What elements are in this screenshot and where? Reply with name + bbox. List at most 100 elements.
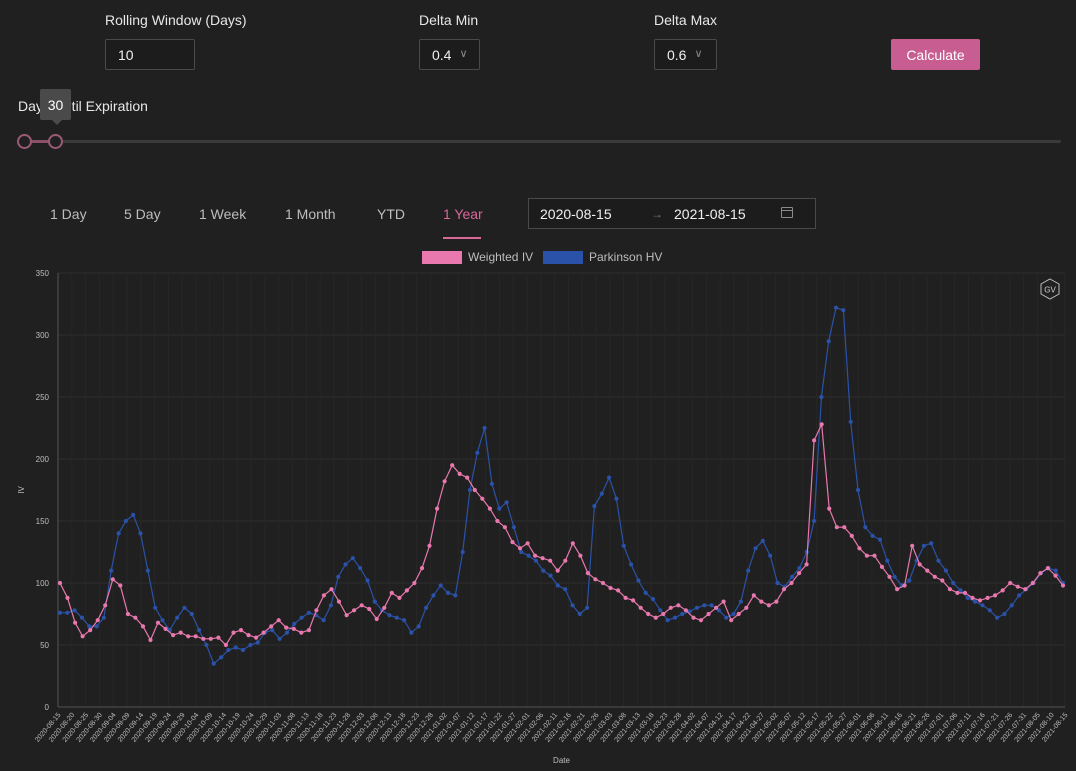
data-point-weighted-iv bbox=[910, 543, 915, 548]
data-point-parkinson-hv bbox=[636, 578, 641, 583]
tab-1-week[interactable]: 1 Week bbox=[199, 206, 247, 222]
data-point-weighted-iv bbox=[804, 562, 809, 567]
data-point-parkinson-hv bbox=[760, 538, 765, 543]
tab-1-month[interactable]: 1 Month bbox=[285, 206, 336, 222]
rolling-window-input[interactable]: 10 bbox=[105, 39, 195, 70]
data-point-weighted-iv bbox=[585, 571, 591, 576]
series-line-weighted-iv bbox=[59, 422, 1064, 646]
data-point-parkinson-hv bbox=[1009, 603, 1014, 608]
data-point-parkinson-hv bbox=[790, 574, 795, 579]
data-point-weighted-iv bbox=[284, 625, 289, 630]
data-point-weighted-iv bbox=[148, 637, 153, 643]
data-point-parkinson-hv bbox=[819, 394, 824, 400]
data-point-parkinson-hv bbox=[57, 610, 63, 615]
data-point-parkinson-hv bbox=[123, 518, 128, 524]
data-point-parkinson-hv bbox=[973, 599, 978, 604]
data-point-weighted-iv bbox=[359, 603, 364, 608]
data-point-weighted-iv bbox=[269, 624, 274, 629]
data-point-parkinson-hv bbox=[299, 615, 304, 620]
data-point-parkinson-hv bbox=[358, 566, 363, 571]
data-point-weighted-iv bbox=[442, 479, 447, 484]
tab-5-day[interactable]: 5 Day bbox=[124, 206, 161, 222]
data-point-parkinson-hv bbox=[175, 615, 180, 620]
series-line-parkinson-hv bbox=[60, 306, 1064, 665]
data-point-parkinson-hv bbox=[738, 599, 744, 604]
y-tick-label: 150 bbox=[36, 517, 50, 526]
data-point-parkinson-hv bbox=[526, 553, 531, 558]
delta-max-label: Delta Max bbox=[654, 12, 718, 28]
data-point-weighted-iv bbox=[872, 553, 877, 558]
data-point-parkinson-hv bbox=[585, 605, 590, 610]
delta-min-select[interactable]: 0.4 ∨ bbox=[419, 39, 480, 70]
data-point-weighted-iv bbox=[352, 608, 357, 613]
data-point-weighted-iv bbox=[88, 628, 93, 633]
data-point-weighted-iv bbox=[495, 518, 500, 524]
data-point-weighted-iv bbox=[540, 556, 545, 561]
data-point-weighted-iv bbox=[1038, 571, 1043, 576]
gv-badge: GV bbox=[1040, 278, 1060, 300]
data-point-weighted-iv bbox=[1045, 566, 1050, 571]
data-point-weighted-iv bbox=[691, 615, 696, 620]
data-point-weighted-iv bbox=[517, 546, 523, 551]
data-point-weighted-iv bbox=[676, 603, 681, 608]
data-point-parkinson-hv bbox=[350, 556, 355, 561]
data-point-parkinson-hv bbox=[116, 531, 121, 536]
tab-1-day[interactable]: 1 Day bbox=[50, 206, 87, 222]
data-point-weighted-iv bbox=[306, 628, 311, 633]
data-point-parkinson-hv bbox=[650, 597, 656, 602]
legend-label-parkinson-hv: Parkinson HV bbox=[589, 250, 662, 264]
calculate-button[interactable]: Calculate bbox=[891, 39, 980, 70]
data-point-parkinson-hv bbox=[746, 568, 751, 573]
slider-start-handle[interactable] bbox=[17, 134, 32, 149]
data-point-parkinson-hv bbox=[87, 624, 92, 629]
start-date[interactable]: 2020-08-15 bbox=[540, 206, 612, 222]
data-point-weighted-iv bbox=[178, 630, 183, 635]
data-point-weighted-iv bbox=[570, 541, 575, 546]
data-point-weighted-iv bbox=[721, 599, 726, 604]
data-point-weighted-iv bbox=[955, 590, 960, 595]
data-point-weighted-iv bbox=[661, 611, 666, 617]
data-point-weighted-iv bbox=[344, 613, 349, 618]
data-point-weighted-iv bbox=[864, 553, 870, 558]
data-point-parkinson-hv bbox=[504, 500, 509, 505]
delta-max-select[interactable]: 0.6 ∨ bbox=[654, 39, 717, 70]
data-point-parkinson-hv bbox=[270, 628, 275, 633]
rolling-window-value: 10 bbox=[118, 46, 134, 63]
calendar-icon[interactable] bbox=[781, 207, 793, 218]
tab-ytd[interactable]: YTD bbox=[377, 206, 405, 222]
data-point-weighted-iv bbox=[977, 598, 983, 603]
data-point-weighted-iv bbox=[759, 599, 764, 604]
days-slider-track[interactable] bbox=[18, 140, 1061, 143]
data-point-weighted-iv bbox=[819, 422, 824, 427]
data-point-weighted-iv bbox=[729, 618, 734, 623]
data-point-parkinson-hv bbox=[570, 603, 575, 608]
data-point-parkinson-hv bbox=[599, 491, 604, 496]
data-point-weighted-iv bbox=[631, 598, 636, 603]
data-point-parkinson-hv bbox=[863, 525, 868, 530]
slider-end-handle[interactable] bbox=[48, 134, 63, 149]
tab-1-year[interactable]: 1 Year bbox=[443, 206, 483, 222]
chevron-down-icon: ∨ bbox=[459, 48, 468, 60]
data-point-weighted-iv bbox=[917, 562, 922, 567]
data-point-weighted-iv bbox=[314, 608, 319, 613]
data-point-weighted-iv bbox=[276, 618, 281, 623]
end-date[interactable]: 2021-08-15 bbox=[674, 206, 746, 222]
data-point-weighted-iv bbox=[985, 595, 990, 600]
data-point-weighted-iv bbox=[842, 525, 847, 530]
data-point-parkinson-hv bbox=[724, 615, 729, 620]
data-point-parkinson-hv bbox=[1017, 593, 1022, 598]
data-point-parkinson-hv bbox=[138, 531, 143, 536]
data-point-weighted-iv bbox=[457, 471, 462, 476]
data-point-weighted-iv bbox=[940, 578, 945, 583]
data-point-parkinson-hv bbox=[460, 549, 465, 555]
date-range-picker[interactable]: 2020-08-15 → 2021-08-15 bbox=[528, 198, 816, 229]
data-point-parkinson-hv bbox=[284, 630, 290, 635]
data-point-weighted-iv bbox=[668, 605, 673, 610]
data-point-parkinson-hv bbox=[885, 558, 890, 563]
data-point-weighted-iv bbox=[336, 599, 342, 604]
data-point-parkinson-hv bbox=[372, 599, 377, 604]
data-point-weighted-iv bbox=[502, 525, 507, 530]
data-point-weighted-iv bbox=[110, 577, 115, 582]
data-point-weighted-iv bbox=[638, 605, 643, 610]
data-point-weighted-iv bbox=[1030, 580, 1035, 586]
